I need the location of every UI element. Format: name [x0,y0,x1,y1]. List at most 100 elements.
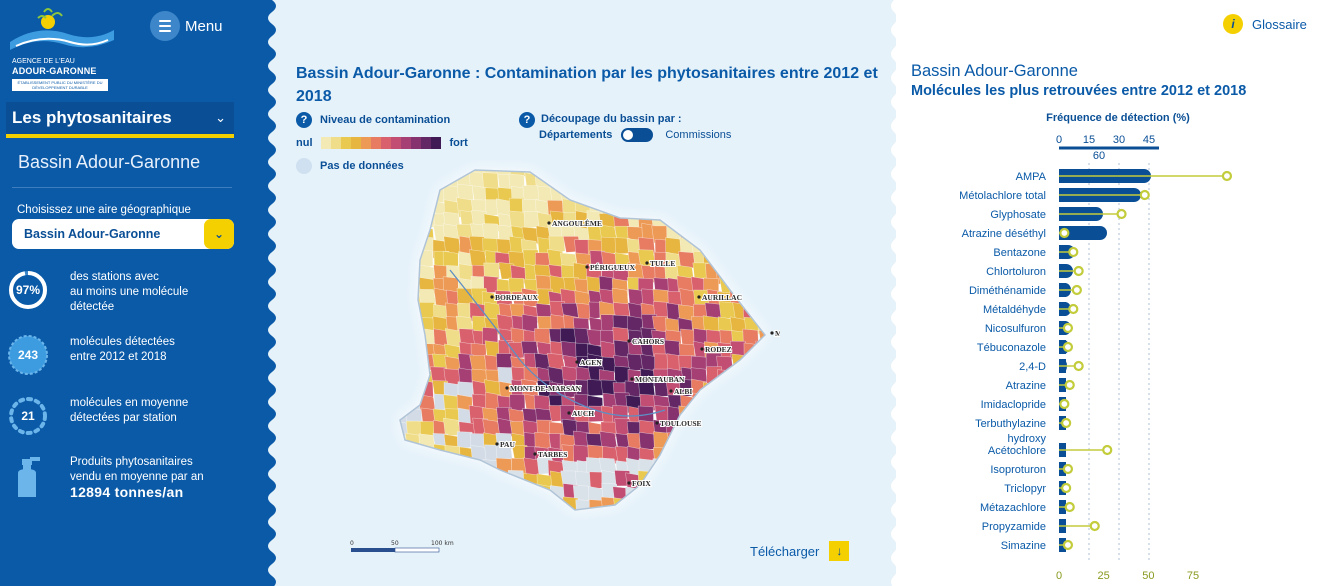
map-area[interactable] [380,498,395,516]
toggle-label-commissions[interactable]: Commissions [665,129,732,141]
agency-logo[interactable]: AGENCE DE L'EAU ADOUR-GARONNE ÉTABLISSEM… [8,4,118,94]
map-area[interactable] [511,523,528,539]
map-area[interactable] [702,483,720,504]
map-area[interactable] [380,160,396,176]
map-area[interactable] [380,459,395,475]
map-area[interactable] [769,171,780,187]
map-area[interactable] [642,511,660,528]
map-area[interactable] [638,431,656,450]
map-area[interactable] [534,328,551,345]
map-area[interactable] [613,497,631,516]
map-area[interactable] [754,263,773,282]
map-area[interactable] [420,184,437,202]
map-area[interactable] [679,496,696,516]
map-area[interactable] [666,447,682,466]
map-area[interactable] [395,275,412,295]
map-area[interactable] [745,459,762,478]
map-area[interactable] [718,248,736,267]
map-area[interactable] [757,367,773,386]
map-area[interactable] [587,174,605,194]
map-area[interactable] [754,432,773,451]
map-area[interactable] [756,395,772,416]
map-area[interactable] [641,539,658,540]
map-area[interactable] [446,498,465,518]
map-area[interactable] [730,171,748,191]
map-area[interactable] [743,197,762,217]
map-area[interactable] [380,198,395,215]
map-area[interactable] [521,537,539,540]
area-select[interactable]: Bassin Adour-Garonne ⌄ [12,219,234,249]
map-area[interactable] [404,160,422,177]
map-area[interactable] [381,301,398,319]
map-area[interactable] [705,183,724,203]
map-area[interactable] [456,471,473,490]
map-area[interactable] [755,198,773,215]
section-dropdown[interactable]: Les phytosanitaires ⌄ [6,102,234,138]
map-area[interactable] [443,160,461,178]
map-area[interactable] [485,539,502,540]
map-area[interactable] [745,404,763,425]
map-area[interactable] [419,446,436,465]
map-area[interactable] [392,392,411,409]
map-area[interactable] [769,277,780,295]
map-area[interactable] [729,237,748,255]
map-area[interactable] [524,509,541,529]
map-area[interactable] [691,522,707,540]
map-area[interactable] [651,200,670,219]
map-area[interactable] [706,472,725,493]
map-area[interactable] [718,537,735,540]
map-area[interactable] [626,171,642,190]
map-area[interactable] [715,382,735,402]
map-area[interactable] [757,523,772,540]
map-area[interactable] [757,250,774,270]
map-area[interactable] [755,302,773,321]
map-area[interactable] [732,369,751,390]
map-area[interactable] [523,485,541,507]
map-area[interactable] [730,538,746,540]
map-area[interactable] [391,212,407,233]
map-area[interactable] [459,513,475,531]
map-area[interactable] [731,394,750,414]
map-area[interactable] [600,523,617,539]
map-area[interactable] [705,496,724,515]
map-area[interactable] [716,483,733,501]
map-area[interactable] [770,252,780,269]
map-area[interactable] [680,511,696,528]
map-area[interactable] [380,445,397,463]
map-area[interactable] [769,537,780,540]
map-area[interactable] [757,277,774,297]
map-area[interactable] [730,263,749,282]
map-area[interactable] [483,523,499,540]
map-area[interactable] [744,170,761,189]
help-icon[interactable]: ? [296,112,312,128]
map-area[interactable] [431,162,449,180]
map-area[interactable] [743,508,760,526]
map-area[interactable] [381,421,397,440]
map-area[interactable] [509,536,524,540]
map-area[interactable] [758,460,775,480]
map-area[interactable] [755,536,772,540]
map-area[interactable] [638,200,657,219]
map-area[interactable] [404,509,423,527]
map-area[interactable] [690,444,707,464]
map-area[interactable] [680,458,697,475]
map-area[interactable] [664,498,684,518]
map-area[interactable] [677,526,693,540]
map-area[interactable] [380,184,395,203]
map-area[interactable] [651,499,670,516]
map-area[interactable] [690,172,710,193]
map-area[interactable] [756,420,772,441]
map-area[interactable] [496,536,513,540]
map-area[interactable] [510,484,529,501]
map-area[interactable] [511,509,528,526]
map-area[interactable] [666,457,683,476]
map-area[interactable] [703,419,721,438]
map-area[interactable] [666,537,684,540]
map-area[interactable] [588,512,606,532]
map-area[interactable] [392,225,410,244]
map-area[interactable] [432,497,451,516]
map-area[interactable] [680,210,699,229]
map-area[interactable] [589,160,606,180]
map-area[interactable] [744,498,762,517]
map-area[interactable] [639,498,658,517]
